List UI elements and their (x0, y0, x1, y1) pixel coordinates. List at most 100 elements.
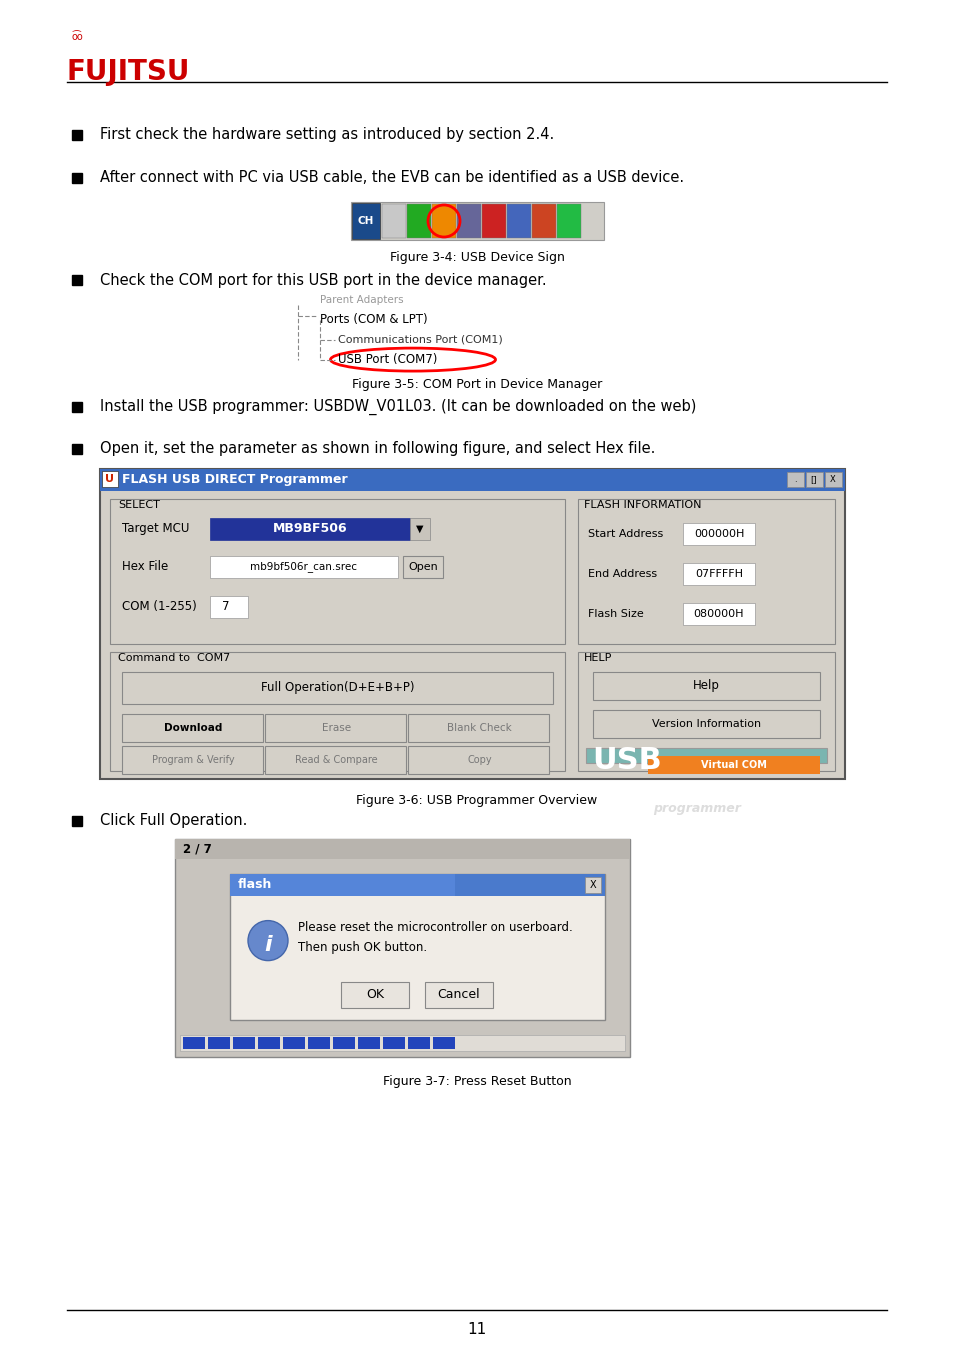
Bar (432, 204, 456, 238)
Bar (506, 204, 531, 238)
Bar (407, 204, 431, 238)
Text: Erase: Erase (321, 722, 351, 733)
Bar (122, 745, 263, 774)
Text: MB9BF506: MB9BF506 (273, 522, 347, 535)
Bar (265, 714, 406, 741)
Bar (593, 710, 820, 737)
Bar (71, 173, 82, 184)
Text: Flash Size: Flash Size (587, 609, 643, 618)
Bar (71, 130, 82, 140)
Bar (210, 595, 248, 617)
Text: Install the USB programmer: USBDW_V01L03. (It can be downloaded on the web): Install the USB programmer: USBDW_V01L03… (100, 398, 696, 414)
Bar (557, 204, 580, 238)
Text: Figure 3-4: USB Device Sign: Figure 3-4: USB Device Sign (389, 251, 564, 265)
Text: Figure 3-6: USB Programmer Overview: Figure 3-6: USB Programmer Overview (356, 794, 597, 807)
Text: Figure 3-5: COM Port in Device Manager: Figure 3-5: COM Port in Device Manager (352, 378, 601, 392)
Bar (230, 873, 455, 895)
Circle shape (248, 921, 288, 961)
Bar (100, 468, 844, 779)
Text: 11: 11 (467, 1323, 486, 1338)
Text: CH: CH (357, 216, 374, 225)
Bar (283, 1037, 305, 1049)
Text: Open: Open (408, 562, 437, 571)
Text: End Address: End Address (587, 568, 657, 579)
Text: Version Information: Version Information (651, 718, 760, 729)
Text: DIRECT: DIRECT (652, 783, 732, 803)
Bar (408, 714, 548, 741)
Bar (682, 522, 754, 544)
Bar (351, 202, 603, 240)
Bar (174, 838, 629, 859)
Bar (578, 652, 834, 771)
Text: U: U (106, 474, 114, 483)
Text: Download: Download (164, 722, 222, 733)
Bar (381, 204, 406, 238)
Text: Check the COM port for this USB port in the device manager.: Check the COM port for this USB port in … (100, 273, 546, 288)
Text: Then push OK button.: Then push OK button. (297, 941, 427, 954)
Bar (265, 745, 406, 774)
Bar (456, 204, 480, 238)
Bar (682, 563, 754, 585)
Text: Hex File: Hex File (122, 560, 168, 574)
Text: ▼: ▼ (416, 524, 423, 533)
Text: Program & Verify: Program & Verify (152, 755, 234, 764)
Bar (100, 468, 844, 490)
Bar (110, 498, 564, 644)
Bar (340, 981, 409, 1007)
Bar (424, 981, 493, 1007)
Bar (532, 204, 556, 238)
Bar (578, 498, 834, 644)
Bar (585, 748, 826, 763)
Bar (122, 671, 553, 703)
Bar (786, 471, 803, 486)
Text: Command to  COM7: Command to COM7 (118, 652, 230, 663)
Text: 07FFFFH: 07FFFFH (695, 568, 742, 579)
Text: After connect with PC via USB cable, the EVB can be identified as a USB device.: After connect with PC via USB cable, the… (100, 170, 683, 185)
Text: FLASH USB DIRECT Programmer: FLASH USB DIRECT Programmer (122, 472, 347, 486)
Text: Copy: Copy (467, 755, 492, 764)
Bar (210, 556, 397, 578)
Text: First check the hardware setting as introduced by section 2.4.: First check the hardware setting as intr… (100, 127, 554, 143)
Text: flash: flash (237, 878, 273, 891)
Bar (382, 1037, 405, 1049)
Text: Click Full Operation.: Click Full Operation. (100, 813, 247, 828)
Text: programmer: programmer (652, 802, 740, 814)
Bar (174, 838, 629, 1057)
Bar (408, 1037, 430, 1049)
Text: X: X (829, 475, 835, 485)
Text: Ports (COM & LPT): Ports (COM & LPT) (319, 313, 427, 327)
Bar (408, 745, 548, 774)
Bar (208, 1037, 230, 1049)
Text: Start Address: Start Address (587, 529, 662, 539)
Bar (357, 1037, 379, 1049)
Text: X: X (589, 880, 596, 890)
Text: Blank Check: Blank Check (447, 722, 512, 733)
Text: Please reset the microcontroller on userboard.: Please reset the microcontroller on user… (297, 921, 572, 934)
Text: COM (1-255): COM (1-255) (122, 601, 196, 613)
Bar (824, 471, 841, 486)
Text: FUJITSU: FUJITSU (67, 58, 191, 86)
Bar (110, 652, 564, 771)
Text: 000000H: 000000H (693, 529, 743, 539)
Text: SELECT: SELECT (118, 500, 160, 509)
Bar (210, 517, 410, 540)
Text: Target MCU: Target MCU (122, 522, 190, 535)
Bar (102, 471, 118, 486)
Text: i: i (264, 934, 272, 954)
Bar (333, 1037, 355, 1049)
Bar (71, 444, 82, 454)
Text: Help: Help (692, 679, 720, 693)
Text: Full Operation(D+E+B+P): Full Operation(D+E+B+P) (260, 682, 414, 694)
Bar (410, 517, 430, 540)
Bar (230, 873, 604, 895)
Text: Figure 3-7: Press Reset Button: Figure 3-7: Press Reset Button (382, 1075, 571, 1088)
Bar (402, 556, 442, 578)
Bar (230, 873, 604, 1019)
Bar (481, 204, 505, 238)
Bar (805, 471, 822, 486)
Bar (183, 1037, 205, 1049)
Text: mb9bf506r_can.srec: mb9bf506r_can.srec (251, 562, 357, 572)
Bar (71, 815, 82, 826)
Text: 2 / 7: 2 / 7 (183, 842, 212, 855)
Text: []: [] (810, 475, 817, 485)
